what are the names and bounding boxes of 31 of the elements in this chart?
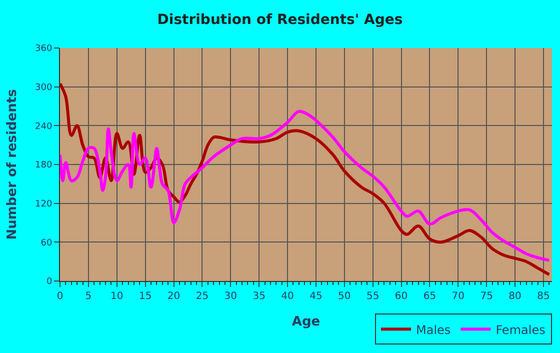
line-series [60, 110, 551, 262]
x-tick-label: 30 [224, 291, 238, 302]
x-tick-label: 5 [85, 291, 92, 302]
y-tick-label: 240 [35, 122, 52, 132]
y-tick-label: 300 [35, 82, 52, 93]
x-tick-label: 40 [281, 291, 294, 302]
x-tick-label: 65 [423, 291, 436, 302]
y-tick-label: 0 [46, 277, 52, 288]
x-tick-label: 35 [252, 291, 266, 302]
legend-label: Females [496, 322, 546, 337]
x-tick-label: 15 [138, 291, 152, 302]
y-axis-title: Number of residents [4, 88, 20, 240]
legend-label: Males [416, 322, 451, 337]
y-tick-label: 360 [35, 44, 52, 54]
x-tick-label: 50 [338, 291, 351, 302]
x-tick-label: 25 [196, 291, 209, 302]
x-tick-label: 60 [394, 291, 408, 302]
x-tick-label: 80 [508, 291, 522, 302]
x-tick-label: 70 [452, 291, 465, 302]
x-tick-label: 45 [310, 291, 322, 302]
x-tick-label: 10 [110, 291, 124, 302]
y-tick-label: 60 [40, 238, 52, 248]
x-tick-label: 55 [366, 291, 380, 302]
chart-title: Distribution of Residents' Ages [157, 12, 403, 28]
x-axis-title: Age [292, 314, 320, 330]
x-tick-label: 20 [167, 291, 180, 302]
y-tick-label: 180 [35, 160, 52, 171]
x-tick-label: 85 [537, 291, 550, 302]
x-tick-label: 75 [480, 291, 493, 302]
x-tick-label: 0 [56, 291, 64, 302]
y-tick-label: 120 [35, 199, 52, 210]
